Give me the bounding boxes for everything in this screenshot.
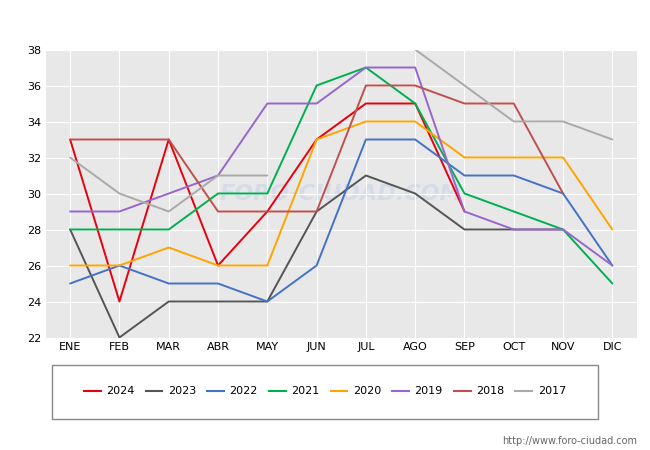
Legend: 2024, 2023, 2022, 2021, 2020, 2019, 2018, 2017: 2024, 2023, 2022, 2021, 2020, 2019, 2018…: [80, 382, 570, 401]
Text: FORO-CIUDAD.COM: FORO-CIUDAD.COM: [220, 184, 463, 203]
Text: Afiliados en San Justo a 30/11/2024: Afiliados en San Justo a 30/11/2024: [177, 14, 473, 32]
Text: http://www.foro-ciudad.com: http://www.foro-ciudad.com: [502, 436, 637, 446]
FancyBboxPatch shape: [52, 364, 598, 418]
